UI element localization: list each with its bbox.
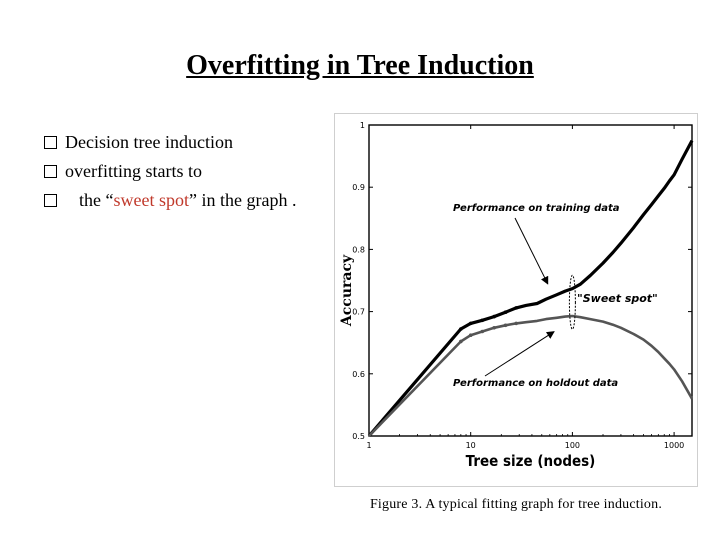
x-tick-label: 10 (466, 441, 476, 450)
y-tick-label: 0.6 (352, 370, 365, 379)
y-tick-label: 1 (360, 121, 365, 130)
fitting-graph-figure: 0.5 0.6 0.7 0.8 0.9 1 1 10 100 1000 Tree size (nod… (334, 113, 698, 487)
training-arrow (514, 217, 549, 285)
y-tick-label: 0.7 (352, 308, 365, 317)
data-point (492, 314, 496, 319)
sweet-spot-marker (568, 274, 576, 330)
data-point (514, 321, 518, 326)
x-axis-label: Tree size (nodes) (466, 453, 596, 470)
holdout-curve (368, 314, 694, 437)
data-point (480, 318, 485, 323)
training-curve (367, 139, 694, 438)
data-point (468, 333, 473, 338)
bullet-sweet-spot: the “sweet spot” in the graph . (44, 189, 296, 211)
bullet-text: Decision tree induction (65, 132, 233, 152)
sweet-spot-annotation: "Sweet spot" (577, 292, 658, 305)
hollow-square-bullet-icon (44, 136, 57, 149)
data-point (468, 321, 473, 326)
bullet-decision-tree: Decision tree induction (44, 131, 233, 153)
data-point (480, 329, 485, 334)
bullet-text-post: ” in the graph . (188, 190, 297, 210)
bullet-overfitting: overfitting starts to (44, 160, 202, 182)
x-tick-label: 1000 (664, 441, 684, 450)
hollow-square-bullet-icon (44, 194, 57, 207)
holdout-annotation: Performance on holdout data (453, 378, 618, 389)
plot-frame (368, 124, 693, 437)
data-point (459, 327, 463, 331)
data-point (503, 310, 508, 315)
bullet-text: overfitting starts to (65, 161, 202, 181)
y-tick-label: 0.5 (352, 432, 365, 441)
x-tick-label: 1 (366, 441, 371, 450)
data-point (459, 339, 463, 344)
fitting-graph: 0.5 0.6 0.7 0.8 0.9 1 1 10 100 1000 Tree size (nod… (339, 121, 694, 470)
training-annotation: Performance on training data (453, 203, 620, 214)
holdout-arrow (484, 331, 555, 377)
figure-caption: Figure 3. A typical fitting graph for tr… (369, 497, 663, 512)
data-point (503, 323, 508, 328)
y-tick-label: 0.8 (352, 245, 365, 254)
sweet-spot-highlight: sweet spot (113, 190, 189, 210)
x-tick-label: 100 (565, 441, 580, 450)
y-tick-label: 0.9 (352, 183, 365, 192)
slide-title: Overfitting in Tree Induction (186, 50, 534, 81)
data-point (514, 306, 518, 310)
bullet-text-pre: the “ (79, 190, 114, 210)
y-axis-label: Accuracy (339, 254, 355, 327)
hollow-square-bullet-icon (44, 165, 57, 178)
data-point (492, 325, 496, 330)
